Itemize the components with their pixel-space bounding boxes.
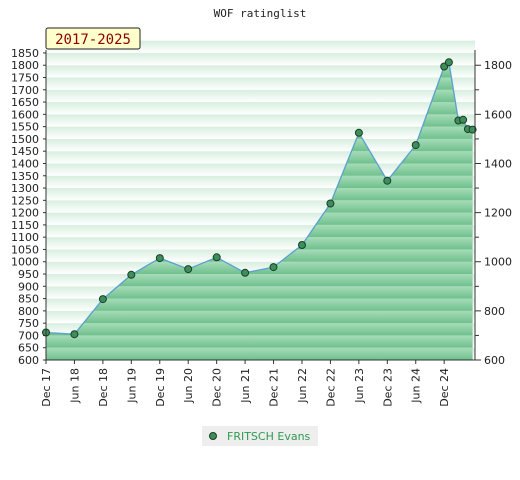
right-tick-label: 1800	[484, 59, 512, 72]
right-tick-label: 600	[484, 354, 505, 367]
background-band	[46, 114, 475, 127]
x-tick-label: Dec 22	[324, 368, 337, 407]
right-tick-label: 1400	[484, 157, 512, 170]
left-tick-label: 1000	[11, 256, 39, 269]
left-tick-label: 650	[18, 342, 39, 355]
right-tick-label: 1000	[484, 256, 512, 269]
data-point-15	[444, 58, 453, 67]
data-point-2	[98, 295, 107, 304]
left-tick-label: 900	[18, 280, 39, 293]
background-band	[46, 102, 475, 115]
background-band	[46, 40, 475, 53]
data-point-8	[269, 263, 278, 272]
period-badge-label: 2017-2025	[55, 32, 131, 48]
left-tick-label: 1800	[11, 59, 39, 72]
left-tick-label: 1850	[11, 47, 39, 60]
area-band	[46, 274, 473, 287]
x-tick-label: Jun 21	[239, 368, 252, 404]
right-tick-label: 800	[484, 305, 505, 318]
data-point-12	[383, 176, 392, 185]
left-tick-label: 1150	[11, 219, 39, 232]
left-tick-label: 1650	[11, 96, 39, 109]
data-point-11	[354, 128, 363, 137]
left-tick-label: 1200	[11, 207, 39, 220]
data-point-1	[70, 330, 79, 339]
left-tick-label: 1250	[11, 194, 39, 207]
x-tick-label: Jun 20	[182, 368, 195, 404]
legend: FRITSCH Evans	[202, 426, 318, 446]
left-tick-label: 1700	[11, 84, 39, 97]
x-tick-label: Dec 24	[438, 368, 451, 407]
plot-area: 6006507007508008509009501000105011001150…	[11, 40, 512, 407]
background-band	[46, 52, 475, 66]
area-band	[46, 347, 473, 360]
chart-title: WOF ratinglist	[214, 7, 307, 20]
left-tick-label: 1550	[11, 121, 39, 134]
x-tick-label: Dec 21	[268, 368, 281, 407]
left-tick-label: 800	[18, 305, 39, 318]
data-point-5	[184, 265, 193, 274]
x-tick-label: Jun 18	[68, 368, 81, 404]
background-band	[46, 77, 475, 90]
x-tick-label: Dec 17	[40, 368, 53, 407]
left-tick-label: 750	[18, 317, 39, 330]
left-tick-label: 1100	[11, 231, 39, 244]
data-point-7	[241, 268, 250, 277]
area-band	[46, 335, 473, 348]
x-tick-label: Jun 24	[410, 368, 423, 404]
x-tick-label: Jun 22	[296, 368, 309, 404]
data-point-17	[459, 115, 468, 124]
data-point-10	[326, 199, 335, 208]
area-band	[46, 298, 473, 311]
data-point-13	[411, 141, 420, 150]
series-line	[45, 61, 473, 335]
background-band	[46, 138, 475, 152]
background-band	[46, 89, 475, 103]
left-tick-label: 600	[18, 354, 39, 367]
left-tick-label: 1350	[11, 170, 39, 183]
area-band	[46, 286, 473, 299]
left-tick-label: 850	[18, 293, 39, 306]
data-point-4	[155, 254, 164, 263]
x-tick-label: Jun 19	[125, 368, 138, 404]
right-tick-label: 1600	[484, 108, 512, 121]
left-tick-label: 950	[18, 268, 39, 281]
left-tick-label: 1750	[11, 72, 39, 85]
right-tick-label: 1200	[484, 207, 512, 220]
left-tick-label: 1300	[11, 182, 39, 195]
data-point-3	[127, 270, 136, 279]
area-band	[46, 310, 473, 324]
x-tick-label: Dec 23	[381, 368, 394, 407]
background-band	[46, 126, 475, 139]
x-tick-label: Dec 18	[97, 368, 110, 407]
x-tick-label: Dec 19	[154, 368, 167, 407]
data-point-9	[298, 241, 306, 249]
x-tick-label: Jun 23	[353, 368, 366, 404]
left-tick-label: 700	[18, 329, 39, 342]
period-badge: 2017-2025	[45, 27, 141, 50]
left-tick-label: 1400	[11, 157, 39, 170]
left-tick-label: 1450	[11, 145, 39, 158]
left-tick-label: 1600	[11, 108, 39, 121]
legend-marker-icon	[209, 432, 217, 440]
data-point-6	[212, 253, 221, 262]
data-point-19	[468, 125, 477, 134]
left-tick-label: 1500	[11, 133, 39, 146]
area-band	[46, 323, 473, 336]
legend-series-name: FRITSCH Evans	[227, 430, 311, 443]
x-tick-label: Dec 20	[211, 368, 224, 407]
background-band	[46, 65, 475, 78]
left-tick-label: 1050	[11, 243, 39, 256]
